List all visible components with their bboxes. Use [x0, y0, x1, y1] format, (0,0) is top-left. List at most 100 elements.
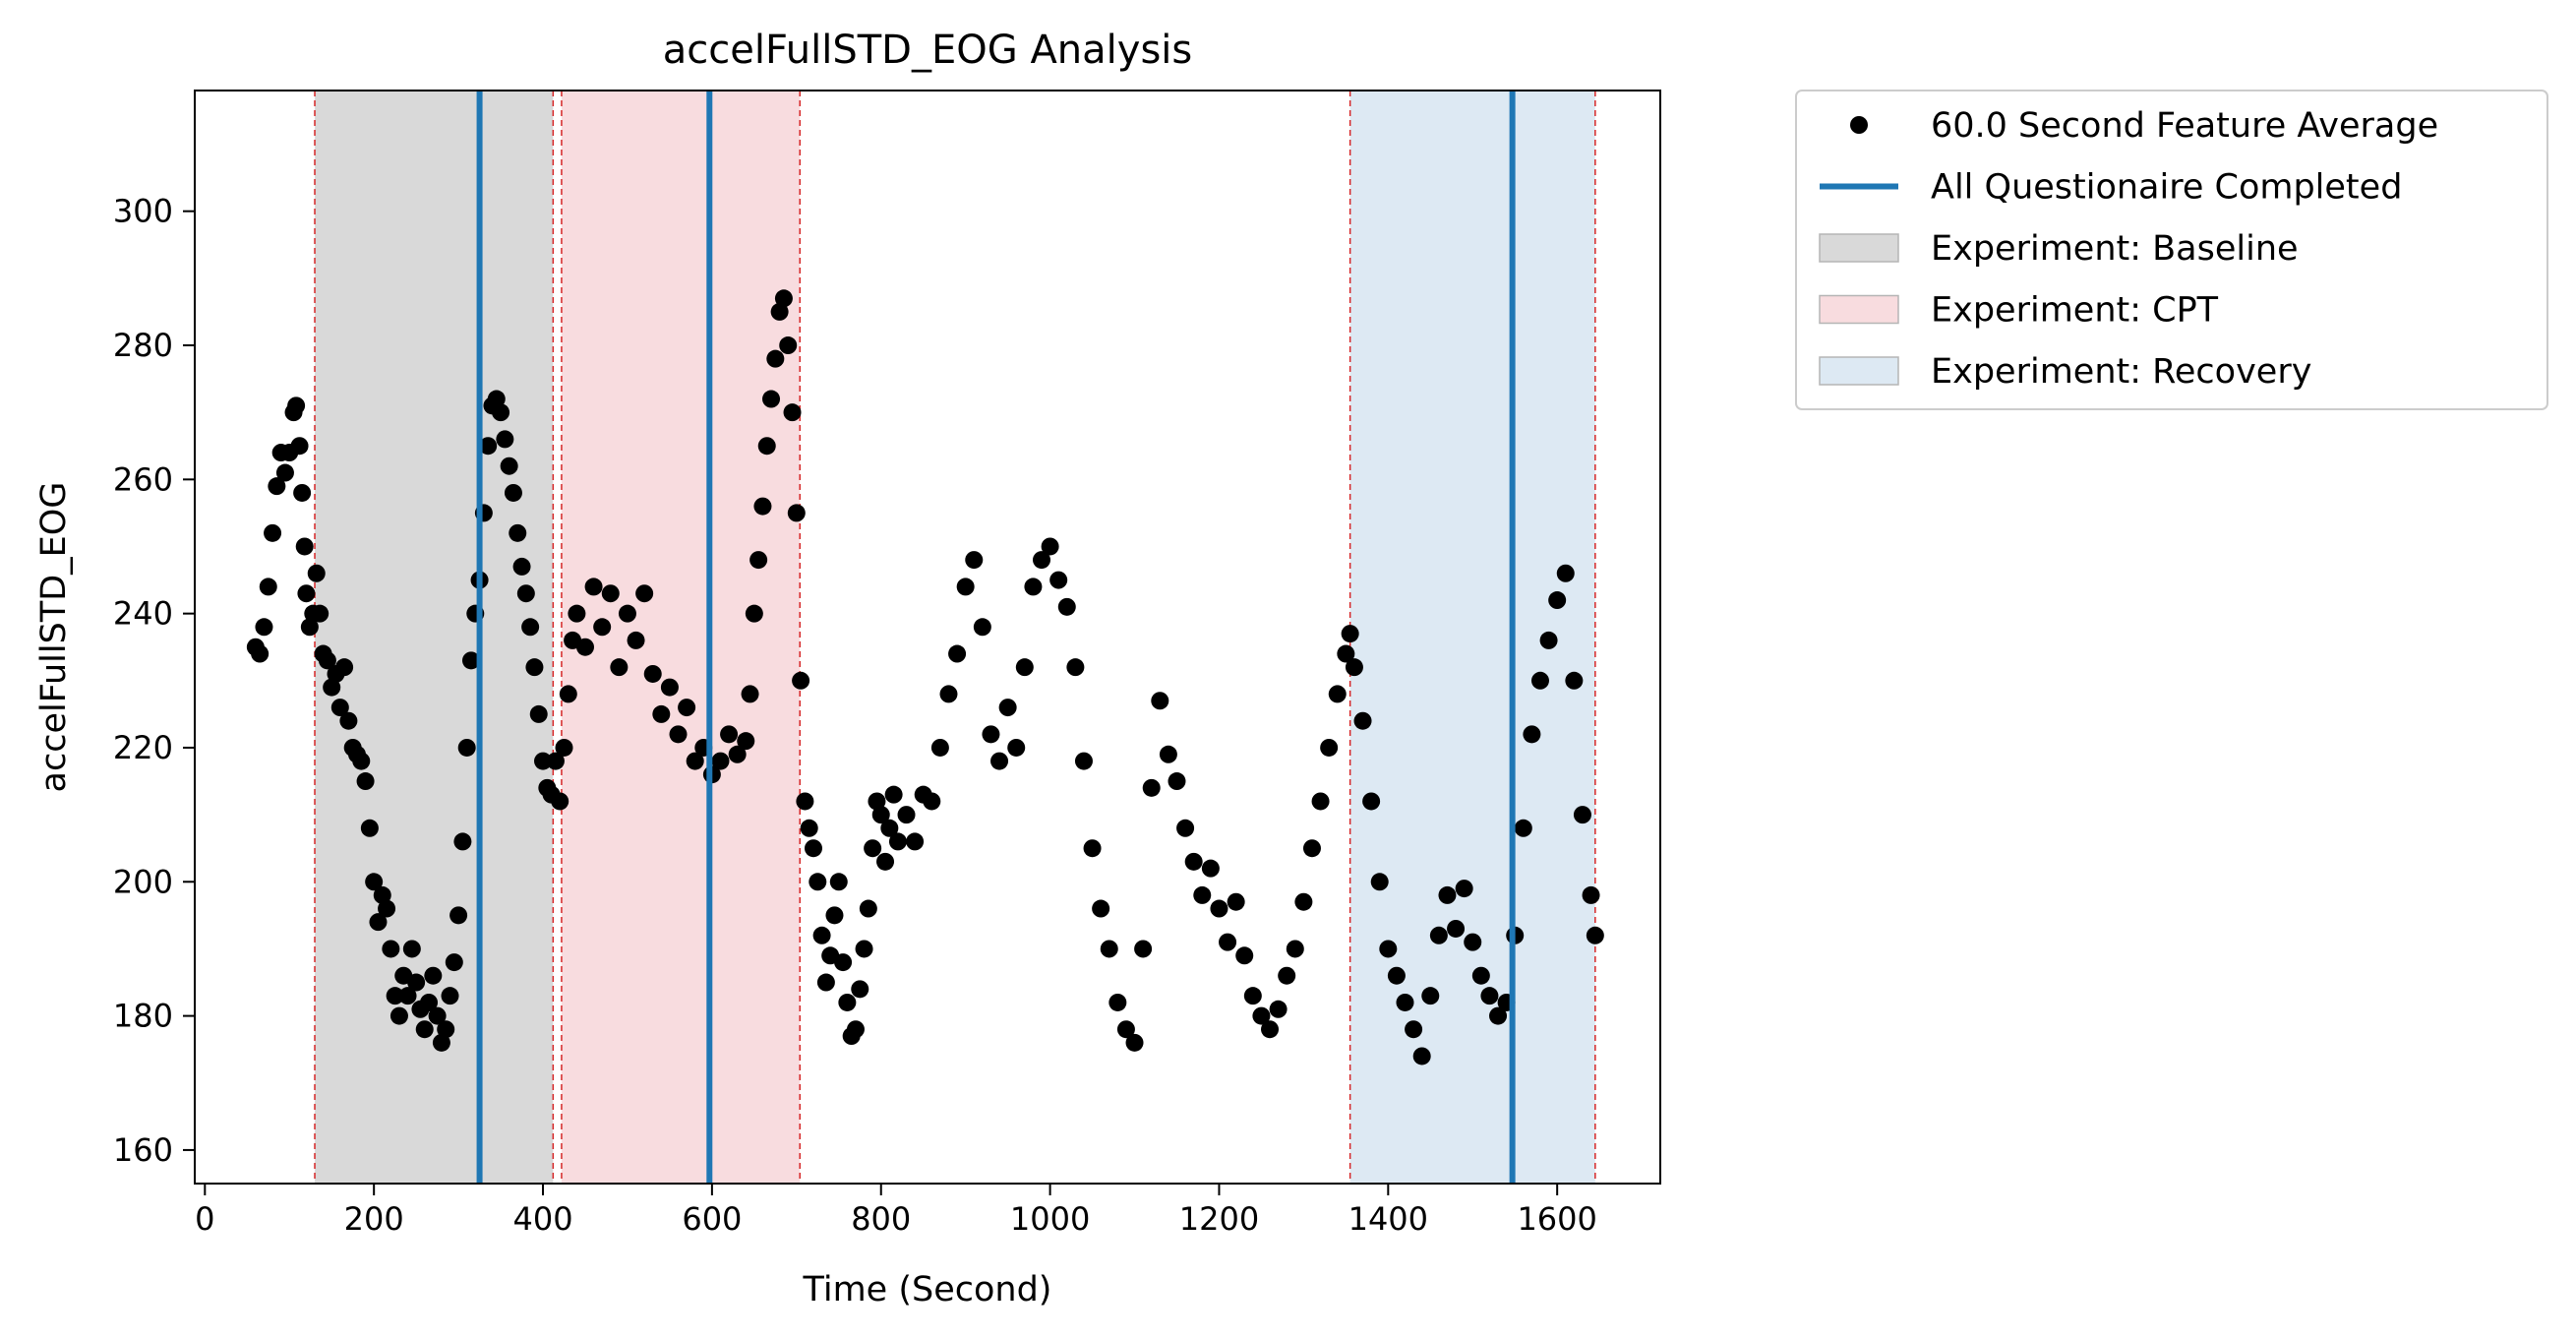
data-point-87 — [635, 584, 654, 603]
data-point-75 — [551, 792, 569, 811]
data-point-121 — [829, 873, 848, 891]
data-point-117 — [812, 926, 831, 944]
data-point-158 — [1083, 839, 1102, 858]
plot-frame — [194, 90, 1661, 1185]
data-point-128 — [859, 899, 877, 918]
data-point-12 — [293, 483, 312, 502]
experiment-regions — [315, 91, 1595, 1184]
data-point-11 — [290, 437, 309, 456]
data-point-201 — [1438, 885, 1457, 904]
data-point-44 — [420, 993, 439, 1011]
data-point-13 — [295, 537, 314, 556]
y-tick-label-4: 240 — [113, 595, 173, 633]
data-point-140 — [930, 738, 949, 757]
data-point-173 — [1210, 899, 1228, 918]
data-point-76 — [555, 738, 573, 757]
data-point-133 — [880, 819, 899, 837]
data-point-93 — [686, 752, 704, 770]
data-point-139 — [923, 792, 941, 811]
data-point-62 — [496, 430, 514, 449]
data-point-88 — [643, 664, 662, 683]
data-point-219 — [1586, 926, 1604, 944]
data-point-196 — [1396, 993, 1414, 1011]
legend-swatch-experiment-baseline — [1819, 233, 1899, 263]
data-point-102 — [749, 551, 768, 570]
x-tick-label-4: 800 — [851, 1200, 911, 1238]
y-axis-label: accelFullSTD_EOG — [34, 482, 74, 793]
data-point-41 — [407, 973, 426, 992]
data-point-122 — [834, 953, 853, 972]
data-point-215 — [1556, 564, 1575, 582]
data-point-69 — [525, 658, 544, 677]
data-point-134 — [884, 785, 903, 804]
data-point-188 — [1337, 644, 1355, 663]
data-point-86 — [627, 631, 645, 649]
data-point-77 — [559, 685, 577, 703]
y-tick-label-7: 300 — [113, 193, 173, 230]
data-point-207 — [1489, 1006, 1508, 1025]
data-point-43 — [415, 1020, 434, 1039]
data-point-149 — [1007, 738, 1026, 757]
data-point-48 — [437, 1020, 455, 1039]
data-point-81 — [584, 578, 603, 596]
data-points — [246, 289, 1604, 1065]
y-tick-label-0: 160 — [113, 1131, 173, 1169]
data-point-17 — [307, 564, 326, 582]
y-tick-label-1: 180 — [113, 998, 173, 1035]
data-point-192 — [1362, 792, 1381, 811]
data-point-70 — [529, 704, 548, 723]
chart-title: accelFullSTD_EOG Analysis — [663, 28, 1193, 73]
data-point-200 — [1429, 926, 1448, 944]
data-point-108 — [774, 289, 793, 308]
data-point-3 — [259, 578, 277, 596]
y-tick-label-2: 200 — [113, 863, 173, 900]
data-point-136 — [897, 806, 916, 824]
data-point-127 — [855, 940, 873, 958]
data-point-71 — [534, 752, 553, 770]
data-point-184 — [1302, 839, 1321, 858]
data-point-54 — [461, 651, 480, 670]
legend-label-experiment-cpt: Experiment: CPT — [1931, 291, 2219, 331]
legend-label-experiment-recovery: Experiment: Recovery — [1931, 352, 2311, 392]
data-point-143 — [956, 578, 975, 596]
data-point-161 — [1108, 993, 1127, 1011]
data-point-114 — [800, 819, 818, 837]
data-point-171 — [1193, 885, 1212, 904]
data-point-120 — [825, 906, 844, 925]
data-point-1 — [251, 644, 270, 663]
data-point-165 — [1142, 778, 1161, 797]
data-point-174 — [1219, 933, 1237, 951]
data-point-60 — [487, 390, 506, 408]
data-point-179 — [1261, 1020, 1280, 1039]
data-point-107 — [770, 302, 789, 321]
x-tick-label-3: 600 — [682, 1200, 742, 1238]
data-point-130 — [868, 792, 886, 811]
data-point-211 — [1523, 725, 1541, 744]
data-point-203 — [1455, 880, 1473, 898]
data-point-155 — [1057, 597, 1076, 616]
data-point-137 — [906, 832, 925, 851]
data-point-96 — [711, 752, 730, 770]
data-point-79 — [568, 604, 586, 623]
x-tick-label-2: 400 — [512, 1200, 572, 1238]
data-point-99 — [737, 732, 755, 751]
data-point-32 — [369, 913, 388, 932]
data-point-23 — [330, 699, 349, 717]
data-point-218 — [1582, 885, 1600, 904]
data-point-195 — [1387, 966, 1406, 985]
data-point-2 — [255, 618, 273, 637]
data-point-80 — [575, 638, 594, 656]
data-point-28 — [352, 752, 371, 770]
data-point-156 — [1066, 658, 1085, 677]
x-tick-label-5: 1000 — [1010, 1200, 1090, 1238]
data-point-210 — [1514, 819, 1532, 837]
data-point-118 — [816, 973, 835, 992]
x-tick-label-8: 1600 — [1517, 1200, 1596, 1238]
x-axis-ticks: 0 200 400 600 800 1000 1200 1400 1600 — [195, 1184, 1597, 1238]
data-point-112 — [792, 671, 810, 690]
data-point-34 — [378, 899, 396, 918]
data-point-115 — [804, 839, 822, 858]
data-point-166 — [1151, 692, 1169, 710]
data-point-146 — [982, 725, 1000, 744]
